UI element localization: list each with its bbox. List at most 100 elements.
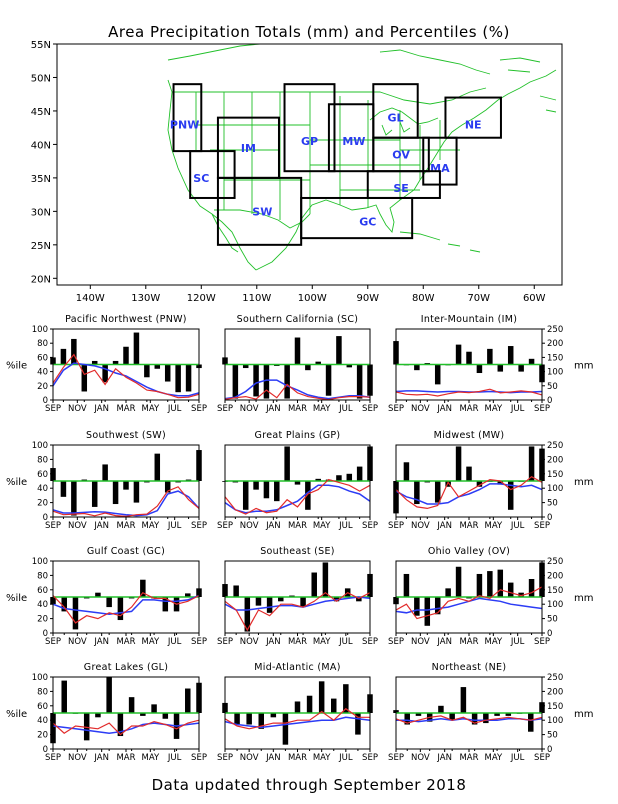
percentile-bar <box>434 597 441 615</box>
right-tick-label: 100 <box>547 484 563 494</box>
lat-tick-label: 30N <box>31 207 51 218</box>
total-line <box>52 486 200 518</box>
map-panel: 55N 50N 45N 40N 35N 30N 25N 20N 140W 130W 120W 110W… <box>31 40 563 304</box>
panel-title: Gulf Coast (GC) <box>87 546 165 557</box>
left-tick-label: 100 <box>32 325 48 335</box>
percentile-bar <box>284 446 290 481</box>
right-tick-label: 50 <box>547 731 558 741</box>
percentile-bar <box>305 481 311 510</box>
percentile-bar <box>60 481 67 497</box>
percentile-bar <box>507 582 514 597</box>
percentile-bar <box>318 681 325 713</box>
left-axis-label: %ile <box>6 477 27 488</box>
percentile-bar <box>507 481 514 510</box>
month-label: JUL <box>510 753 525 763</box>
percentile-bar <box>284 364 290 399</box>
percentile-bar <box>528 446 535 481</box>
percentile-bar <box>528 358 535 365</box>
month-label: NOV <box>68 521 87 531</box>
region-panels: Pacific Northwest (PNW) SEP NOV JAN MAR MAY JU… <box>6 314 593 763</box>
percentile-bar <box>414 364 420 371</box>
right-tick-label: 200 <box>547 571 563 581</box>
panel-northeast-ne: Northeast (NE)SEP NOV JAN MAR MAY JUL SEP05010… <box>388 662 593 763</box>
east-coast <box>419 69 557 181</box>
lon-tick-label: 60W <box>523 293 546 304</box>
percentile-bar <box>253 364 259 397</box>
right-tick-label: 100 <box>547 716 563 726</box>
month-label: SEP <box>388 637 404 647</box>
month-label: NOV <box>411 404 430 414</box>
percentile-bar <box>246 713 252 725</box>
month-label: JUL <box>167 753 182 763</box>
month-label: NOV <box>240 753 259 763</box>
percentile-bar <box>258 713 264 729</box>
left-tick-label: 100 <box>32 673 48 683</box>
percentile-bar <box>164 481 171 493</box>
month-label: NOV <box>68 404 87 414</box>
month-label: MAY <box>141 637 159 647</box>
month-label: SEP <box>217 753 233 763</box>
right-tick-label: 100 <box>547 600 563 610</box>
mexico-gulf-coast <box>255 179 421 271</box>
panel-southwest-sw: Southwest (SW)SEP NOV JAN MAR MAY JUL SEP02040… <box>6 430 207 531</box>
total-line <box>395 715 543 724</box>
panel-title: Southern California (SC) <box>237 314 359 325</box>
percentile-bar <box>528 713 534 732</box>
percentile-bar <box>144 364 150 378</box>
panel-title: Inter-Mountain (IM) <box>421 314 518 325</box>
region-label-ne: NE <box>465 118 482 131</box>
month-label: MAR <box>116 637 135 647</box>
month-label: SEP <box>45 521 61 531</box>
percentile-bar <box>60 348 67 365</box>
percentile-bar <box>102 364 108 383</box>
percentile-bar <box>434 481 441 503</box>
month-label: MAR <box>288 753 307 763</box>
percentile-bar <box>95 592 101 597</box>
right-tick-label: 250 <box>547 557 563 567</box>
right-tick-label: 50 <box>547 615 558 625</box>
total-line <box>224 478 371 515</box>
percentile-bar <box>322 562 329 597</box>
percentile-bar <box>255 597 262 606</box>
percentile-bar <box>445 588 451 597</box>
month-label: MAY <box>141 753 159 763</box>
panel-title: Pacific Northwest (PNW) <box>65 314 187 325</box>
month-label: SEP <box>217 521 233 531</box>
right-tick-label: 150 <box>547 353 563 363</box>
panel-title: Ohio Valley (OV) <box>428 546 510 557</box>
lat-tick-label: 25N <box>31 241 51 252</box>
month-label: MAR <box>288 637 307 647</box>
percentile-bar <box>356 597 362 602</box>
left-tick-label: 20 <box>37 731 48 741</box>
month-label: MAY <box>313 404 331 414</box>
percentile-bar <box>123 481 129 490</box>
map-border <box>56 43 563 286</box>
month-label: JUL <box>167 404 182 414</box>
region-label-gp: GP <box>301 135 318 148</box>
left-tick-label: 60 <box>37 470 48 480</box>
baja <box>211 213 239 253</box>
lat-tick-label: 50N <box>31 73 51 84</box>
panel-title: Mid-Atlantic (MA) <box>254 662 340 673</box>
percentile-bar <box>242 481 249 510</box>
right-tick-label: 150 <box>547 470 563 480</box>
caribbean <box>399 231 481 253</box>
state-lines-central <box>309 92 420 214</box>
month-label: NOV <box>68 753 87 763</box>
month-label: JAN <box>93 753 109 763</box>
percentile-bar <box>343 684 349 713</box>
total-line <box>224 591 371 632</box>
month-label: MAY <box>313 521 331 531</box>
lon-tick-label: 140W <box>76 293 105 304</box>
percentile-bar <box>244 597 251 632</box>
percentile-bar <box>455 344 462 365</box>
percentile-bar <box>234 713 240 725</box>
panel-title: Southeast (SE) <box>260 546 335 557</box>
percentile-bar <box>306 695 313 713</box>
percentile-bar <box>253 481 259 490</box>
footer-note: Data updated through September 2018 <box>152 776 467 794</box>
left-tick-label: 100 <box>32 557 48 567</box>
lon-tick-label: 130W <box>131 293 160 304</box>
month-label: JUL <box>510 637 525 647</box>
